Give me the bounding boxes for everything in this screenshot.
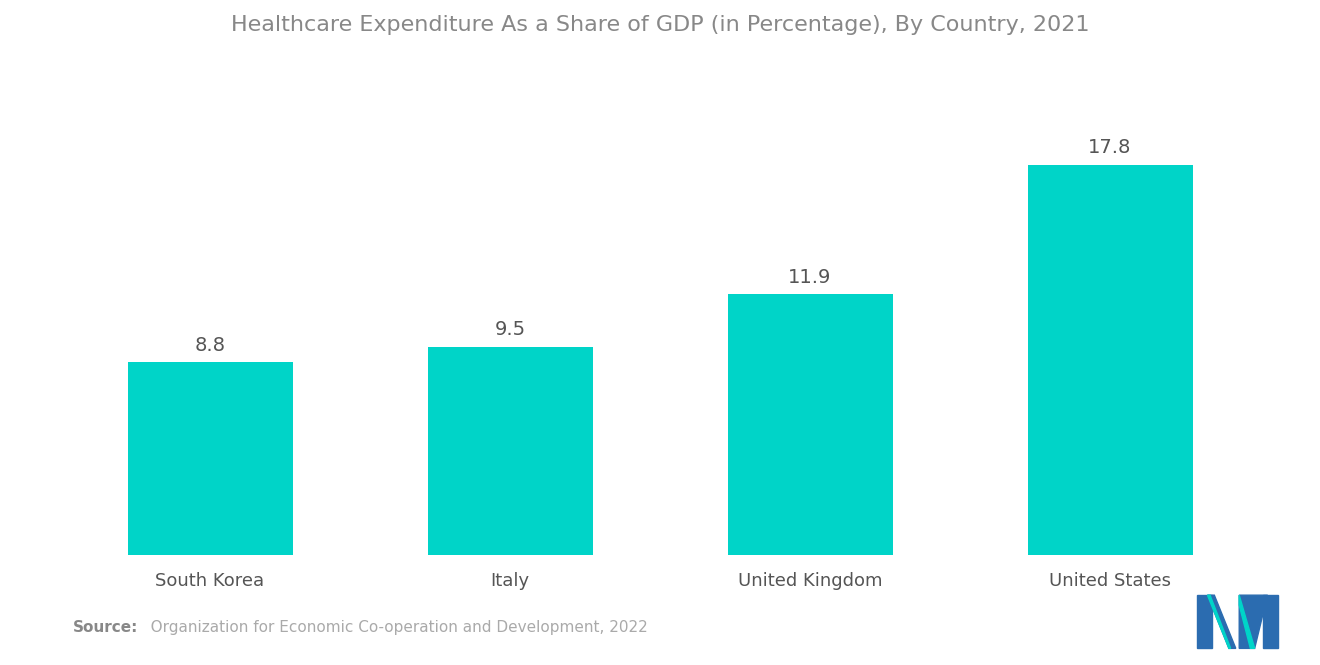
Bar xyxy=(1027,165,1192,555)
Bar xyxy=(128,362,293,555)
Text: Organization for Economic Co-operation and Development, 2022: Organization for Economic Co-operation a… xyxy=(136,620,648,635)
Text: Source:: Source: xyxy=(73,620,139,635)
Bar xyxy=(727,295,892,555)
Title: Healthcare Expenditure As a Share of GDP (in Percentage), By Country, 2021: Healthcare Expenditure As a Share of GDP… xyxy=(231,15,1089,35)
Polygon shape xyxy=(1208,595,1236,648)
Text: 11.9: 11.9 xyxy=(788,267,832,287)
Text: 17.8: 17.8 xyxy=(1088,138,1131,157)
Polygon shape xyxy=(1239,595,1267,648)
Polygon shape xyxy=(1208,595,1230,648)
Polygon shape xyxy=(1239,595,1254,648)
Bar xyxy=(428,347,593,555)
Text: 9.5: 9.5 xyxy=(495,321,525,339)
Text: 8.8: 8.8 xyxy=(194,336,226,354)
Polygon shape xyxy=(1263,595,1278,648)
Polygon shape xyxy=(1197,595,1212,648)
